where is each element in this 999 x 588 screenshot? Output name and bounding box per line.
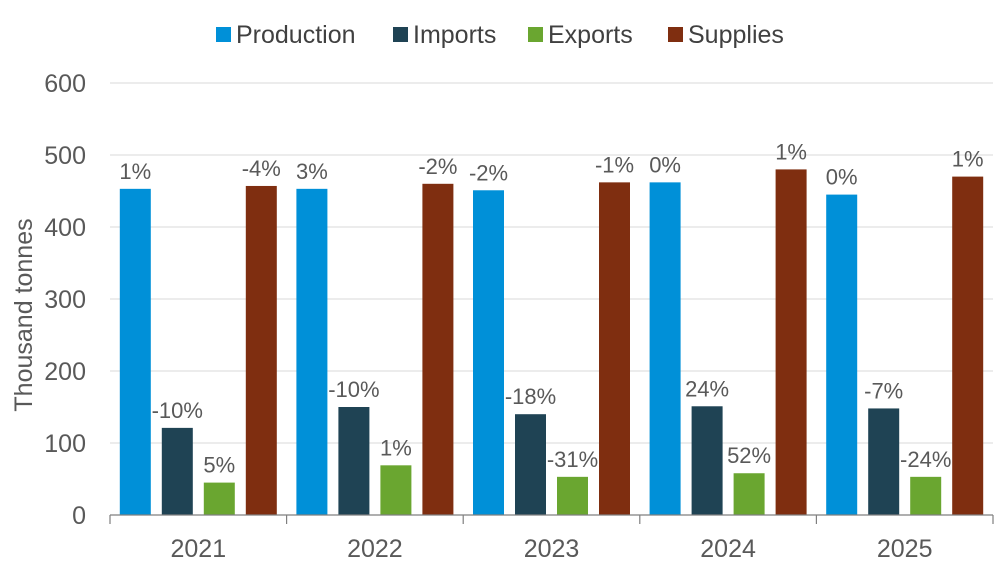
x-tick-label: 2021: [170, 535, 226, 563]
data-label-exports-2021: 5%: [203, 453, 235, 478]
bar-supplies-2024: [775, 169, 807, 515]
bar-production-2022: [296, 188, 328, 515]
x-tick-label: 2023: [524, 535, 580, 563]
bar-production-2023: [473, 190, 504, 515]
bar-production-2021: [119, 188, 151, 515]
bar-exports-2022: [380, 465, 412, 515]
bar-imports-2023: [515, 414, 546, 515]
bar-production-2024: [649, 182, 681, 516]
legend-label-production: Production: [236, 21, 356, 49]
data-label-imports-2023: -18%: [505, 384, 556, 409]
data-labels: 1% 3% -2% 0% 0% -10% -10% -18% 24% -7% 5% 1% -31% 52%…: [119, 139, 983, 477]
bars: [119, 169, 984, 516]
data-label-exports-2025: -24%: [900, 447, 951, 472]
bar-production-2025: [826, 194, 858, 515]
bar-exports-2024: [733, 473, 765, 515]
y-tick-label: 100: [44, 430, 86, 458]
data-label-supplies-2025: 1%: [952, 147, 984, 172]
legend-swatch-exports: [528, 27, 543, 42]
data-label-supplies-2022: -2%: [418, 154, 457, 179]
data-label-imports-2025: -7%: [864, 378, 903, 403]
data-label-production-2023: -2%: [469, 160, 508, 185]
data-label-supplies-2024: 1%: [775, 139, 807, 164]
bar-supplies-2021: [245, 185, 277, 515]
x-tick-label: 2025: [877, 535, 933, 563]
data-label-imports-2022: -10%: [328, 377, 379, 402]
data-label-exports-2024: 52%: [727, 443, 771, 468]
bar-supplies-2025: [952, 176, 984, 515]
legend-swatch-supplies: [668, 27, 683, 42]
data-label-exports-2022: 1%: [380, 435, 412, 460]
y-tick-label: 200: [44, 358, 86, 386]
y-tick-label: 300: [44, 286, 86, 314]
data-label-exports-2023: -31%: [547, 447, 598, 472]
y-tick-label: 500: [44, 142, 86, 170]
legend-swatch-production: [216, 27, 231, 42]
data-label-production-2022: 3%: [296, 159, 328, 184]
x-tick-label: 2024: [700, 535, 756, 563]
data-label-production-2024: 0%: [649, 152, 681, 177]
data-label-imports-2024: 24%: [685, 376, 729, 401]
legend-label-supplies: Supplies: [688, 21, 784, 49]
x-tick-label: 2022: [347, 535, 403, 563]
x-axis: 2021 2022 2023 2024 2025: [109, 514, 994, 563]
bar-supplies-2023: [599, 182, 630, 516]
data-label-supplies-2021: -4%: [242, 156, 281, 181]
bar-imports-2024: [691, 406, 723, 515]
y-tick-label: 0: [72, 502, 86, 530]
y-axis-label: Thousand tonnes: [10, 218, 38, 411]
bar-supplies-2022: [422, 183, 454, 516]
y-tick-label: 600: [44, 70, 86, 98]
y-tick-label: 400: [44, 214, 86, 242]
bar-exports-2025: [910, 476, 942, 515]
bar-imports-2022: [338, 407, 370, 515]
data-label-production-2021: 1%: [119, 159, 151, 184]
legend-label-exports: Exports: [548, 21, 633, 49]
legend: Production Imports Exports Supplies: [216, 21, 784, 49]
data-label-production-2025: 0%: [826, 165, 858, 190]
legend-label-imports: Imports: [413, 21, 496, 49]
bar-exports-2021: [203, 482, 235, 515]
legend-swatch-imports: [393, 27, 408, 42]
bar-exports-2023: [557, 476, 588, 515]
bar-imports-2025: [868, 408, 900, 515]
data-label-imports-2021: -10%: [152, 398, 203, 423]
data-label-supplies-2023: -1%: [595, 152, 634, 177]
y-axis: 0 100 200 300 400 500 600: [44, 70, 86, 530]
bar-imports-2021: [161, 427, 193, 515]
